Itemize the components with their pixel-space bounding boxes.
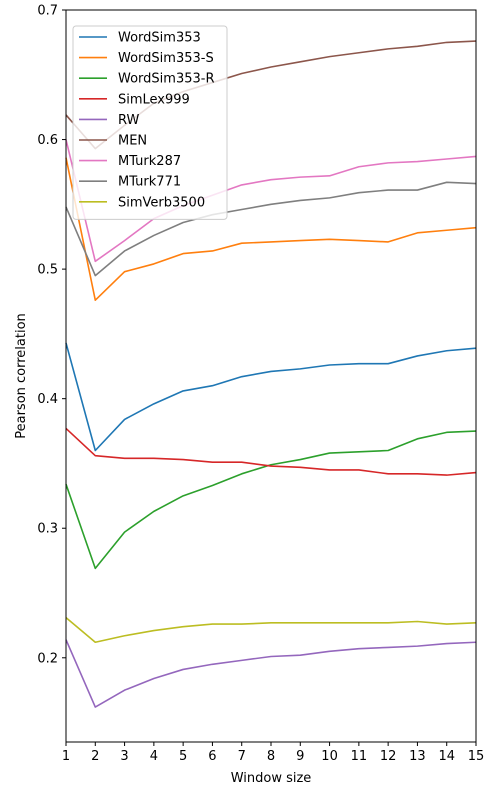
x-tick-label: 9 — [296, 749, 304, 764]
x-axis-label: Window size — [231, 771, 312, 786]
y-tick-label: 0.6 — [37, 133, 58, 148]
series-line-2 — [65, 430, 477, 570]
x-tick-label: 3 — [120, 749, 128, 764]
x-tick-label: 4 — [150, 749, 158, 764]
legend-label-5: MEN — [118, 134, 147, 149]
x-tick-label: 8 — [267, 749, 275, 764]
x-tick-label: 14 — [438, 749, 455, 764]
series-line-8 — [65, 617, 477, 644]
series-line-7 — [65, 181, 477, 277]
legend-label-7: MTurk771 — [118, 175, 181, 190]
x-axis: 1 2 3 4 5 6 7 8 9 10 11 12 13 14 15 — [62, 742, 484, 764]
x-tick-label: 12 — [380, 749, 397, 764]
legend-label-3: SimLex999 — [118, 92, 190, 107]
series-line-0 — [65, 342, 477, 452]
x-tick-label: 2 — [91, 749, 99, 764]
y-tick-label: 0.2 — [37, 651, 58, 666]
legend-label-4: RW — [118, 113, 140, 128]
series-line-6 — [65, 139, 477, 263]
legend-label-6: MTurk287 — [118, 154, 181, 169]
y-axis-label: Pearson correlation — [14, 313, 29, 439]
y-tick-label: 0.4 — [37, 392, 58, 407]
y-tick-label: 0.5 — [37, 263, 58, 278]
legend-label-0: WordSim353 — [118, 31, 201, 46]
y-axis: 0.2 0.3 0.4 0.5 0.6 0.7 — [37, 4, 66, 666]
y-tick-label: 0.7 — [37, 4, 58, 19]
legend-box — [72, 25, 228, 220]
x-tick-label: 13 — [409, 749, 426, 764]
x-tick-label: 7 — [238, 749, 246, 764]
x-tick-label: 10 — [321, 749, 338, 764]
legend-label-1: WordSim353-S — [118, 51, 214, 66]
x-tick-label: 5 — [179, 749, 187, 764]
x-tick-label: 1 — [62, 749, 70, 764]
series-layer — [65, 40, 477, 708]
series-line-1 — [65, 157, 477, 302]
x-tick-label: 11 — [351, 749, 368, 764]
series-line-3 — [65, 427, 477, 476]
legend-label-2: WordSim353-R — [118, 72, 214, 87]
x-tick-label: 6 — [208, 749, 216, 764]
legend-label-8: SimVerb3500 — [118, 195, 205, 210]
series-line-4 — [65, 639, 477, 708]
legend: WordSim353 WordSim353-S WordSim353-R SimLex… — [72, 25, 228, 220]
x-tick-label: 15 — [468, 749, 485, 764]
y-tick-label: 0.3 — [37, 522, 58, 537]
